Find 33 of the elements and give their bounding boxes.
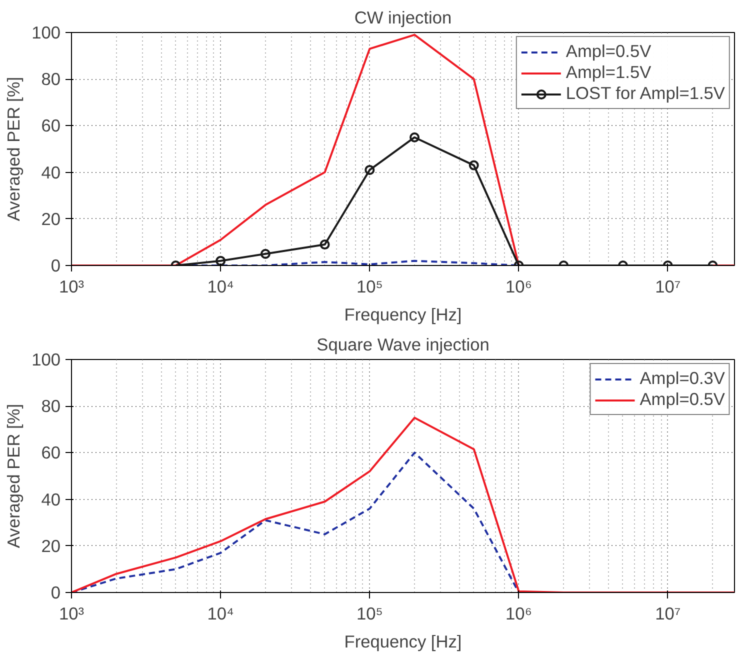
y-tick-label: 0 [50,256,61,276]
y-tick-label: 60 [41,116,61,136]
x-tick-label: 10⁶ [506,604,532,624]
y-tick-label: 40 [41,162,61,182]
x-tick-label: 10⁷ [655,276,681,296]
x-axis-title: Frequency [Hz] [344,304,462,324]
chart-title: Square Wave injection [316,334,490,354]
legend-label: Ampl=0.5V [640,389,725,410]
y-tick-label: 40 [41,489,61,510]
legend-label: Ampl=0.5V [566,41,652,62]
y-tick-label: 0 [50,582,61,602]
x-tick-label: 10⁴ [207,604,234,624]
y-tick-label: 80 [41,396,61,416]
y-tick-label: 20 [41,208,61,229]
x-tick-label: 10³ [58,604,84,624]
x-tick-label: 10⁷ [655,604,681,624]
x-tick-label: 10⁴ [207,276,234,296]
y-tick-label: 20 [41,536,61,556]
chart-title: CW injection [354,8,452,28]
x-tick-label: 10³ [58,276,84,296]
x-axis-title: Frequency [Hz] [344,632,462,652]
legend-label: Ampl=0.3V [640,368,725,389]
y-tick-label: 100 [32,350,61,370]
y-tick-label: 80 [41,69,61,90]
y-axis-title: Averaged PER [%] [4,404,24,548]
legend-label: LOST for Ampl=1.5V [566,83,725,104]
y-tick-label: 60 [41,442,61,463]
y-axis-title: Averaged PER [%] [4,76,24,222]
y-tick-label: 100 [32,22,61,42]
x-tick-label: 10⁵ [356,276,383,296]
x-tick-label: 10⁶ [506,276,532,296]
legend-label: Ampl=1.5V [566,62,652,83]
x-tick-label: 10⁵ [356,604,383,624]
